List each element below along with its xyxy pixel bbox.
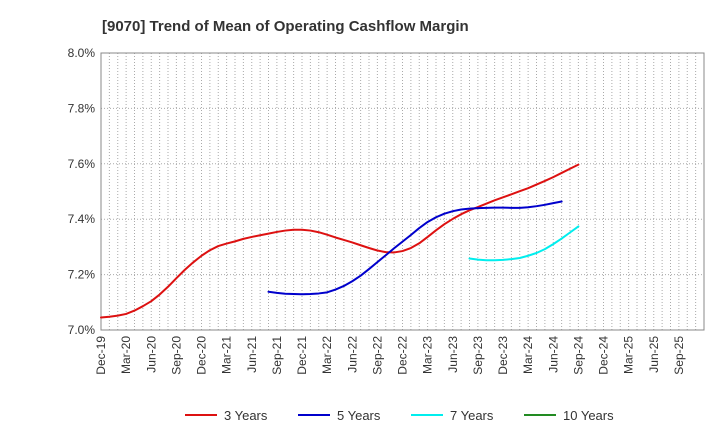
x-tick-label: Mar-23 bbox=[421, 336, 435, 374]
y-tick-label: 7.4% bbox=[68, 212, 96, 226]
x-tick-label: Jun-25 bbox=[647, 336, 661, 373]
vertical-grid bbox=[108, 53, 697, 330]
chart-title: [9070] Trend of Mean of Operating Cashfl… bbox=[102, 18, 469, 35]
x-tick-label: Mar-20 bbox=[119, 336, 133, 374]
y-tick-label: 8.0% bbox=[68, 46, 96, 60]
series-line-7-years bbox=[468, 225, 580, 262]
x-tick-label: Jun-23 bbox=[446, 336, 460, 373]
x-tick-label: Dec-22 bbox=[396, 336, 410, 375]
y-axis-ticks: 7.0% 7.2% 7.4% 7.6% 7.8% 8.0% bbox=[68, 46, 96, 337]
x-tick-label: Mar-22 bbox=[320, 336, 334, 374]
x-tick-label: Dec-23 bbox=[496, 336, 510, 375]
legend-label-10-years: 10 Years bbox=[563, 408, 614, 423]
x-tick-label: Sep-20 bbox=[169, 336, 183, 375]
series-line-3-years bbox=[100, 163, 580, 319]
legend-label-5-years: 5 Years bbox=[337, 408, 381, 423]
x-tick-label: Mar-24 bbox=[521, 336, 535, 374]
plot-border bbox=[100, 52, 705, 331]
x-tick-label: Sep-21 bbox=[270, 336, 284, 375]
x-tick-label: Jun-24 bbox=[546, 336, 560, 373]
x-tick-label: Dec-21 bbox=[295, 336, 309, 375]
x-tick-label: Jun-22 bbox=[345, 336, 359, 373]
x-tick-label: Jun-20 bbox=[144, 336, 158, 373]
y-tick-label: 7.6% bbox=[68, 157, 96, 171]
legend: 3 Years 5 Years 7 Years 10 Years bbox=[185, 408, 614, 423]
x-tick-label: Sep-25 bbox=[672, 336, 686, 375]
x-tick-label: Dec-19 bbox=[94, 336, 108, 375]
y-tick-label: 7.2% bbox=[68, 268, 96, 282]
y-tick-label: 7.8% bbox=[68, 101, 96, 115]
x-tick-label: Jun-21 bbox=[245, 336, 259, 373]
series-line-5-years bbox=[267, 200, 563, 296]
x-tick-label: Sep-24 bbox=[571, 336, 585, 375]
series-lines bbox=[100, 163, 580, 319]
legend-label-3-years: 3 Years bbox=[224, 408, 268, 423]
x-tick-label: Mar-21 bbox=[220, 336, 234, 374]
x-axis-ticks: Dec-19 Mar-20 Jun-20 Sep-20 Dec-20 Mar-21 Jun-… bbox=[94, 336, 686, 375]
legend-label-7-years: 7 Years bbox=[450, 408, 494, 423]
x-tick-label: Dec-20 bbox=[195, 336, 209, 375]
x-tick-label: Sep-23 bbox=[471, 336, 485, 375]
x-tick-label: Sep-22 bbox=[370, 336, 384, 375]
x-tick-label: Dec-24 bbox=[597, 336, 611, 375]
x-tick-label: Mar-25 bbox=[622, 336, 636, 374]
y-tick-label: 7.0% bbox=[68, 323, 96, 337]
